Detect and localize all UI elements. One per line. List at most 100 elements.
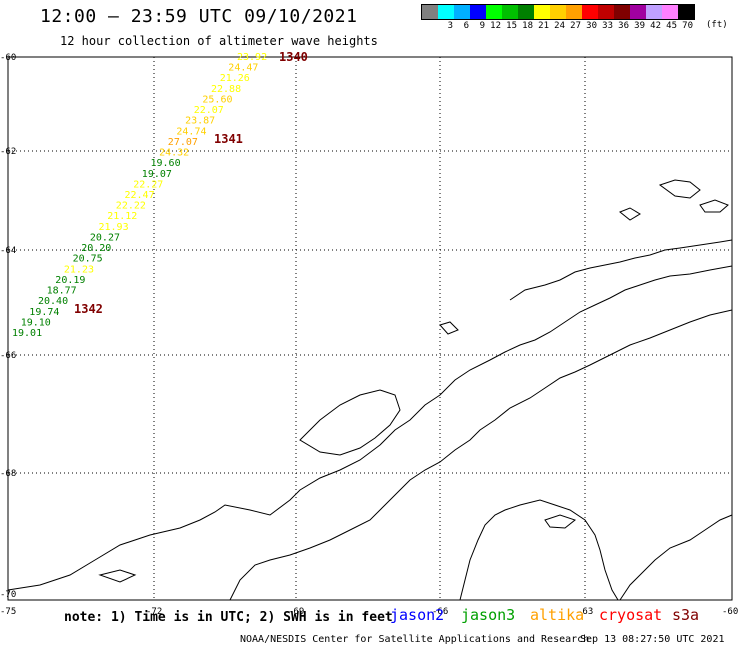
wave-reading: 22.22 bbox=[116, 201, 146, 212]
antarctic-peninsula-coast bbox=[7, 265, 733, 591]
wave-reading: 22.07 bbox=[194, 105, 224, 116]
south-shetland-islands bbox=[509, 239, 733, 301]
scale-label: 3 bbox=[447, 21, 453, 31]
pass-label: 1342 bbox=[74, 302, 103, 316]
scale-label: 45 bbox=[666, 21, 677, 31]
scale-label: 36 bbox=[618, 21, 629, 31]
scale-swatch bbox=[678, 5, 694, 19]
scale-swatch bbox=[486, 5, 502, 19]
lon-label: -75 bbox=[0, 607, 16, 617]
pass-labels: 1340 1341 1342 bbox=[74, 50, 308, 316]
wave-reading: 21.26 bbox=[220, 73, 250, 84]
scale-swatch bbox=[598, 5, 614, 19]
note-text: note: 1) Time is in UTC; 2) SWH is in fe… bbox=[64, 610, 393, 625]
wave-reading: 25.60 bbox=[202, 95, 232, 106]
lon-label: -69 bbox=[288, 607, 304, 617]
legend-altika: altika bbox=[530, 606, 585, 624]
island bbox=[439, 321, 459, 335]
wave-reading: 21.12 bbox=[107, 211, 137, 222]
wave-reading: 21.23 bbox=[64, 264, 94, 275]
lon-label: -60 bbox=[722, 607, 738, 617]
wave-reading: 23.92 bbox=[237, 52, 267, 63]
lon-label: -66 bbox=[432, 607, 448, 617]
color-scale-swatches bbox=[421, 4, 695, 20]
lon-label: -72 bbox=[146, 607, 162, 617]
wave-reading: 19.10 bbox=[21, 317, 51, 328]
peninsula-inner-coast bbox=[229, 309, 733, 601]
scale-swatch bbox=[470, 5, 486, 19]
scale-label: 15 bbox=[506, 21, 517, 31]
scale-swatch bbox=[646, 5, 662, 19]
lon-label: -63 bbox=[577, 607, 593, 617]
scale-swatch bbox=[518, 5, 534, 19]
scale-swatch bbox=[662, 5, 678, 19]
scale-label: 18 bbox=[522, 21, 533, 31]
scale-swatch bbox=[582, 5, 598, 19]
pass-label: 1340 bbox=[279, 50, 308, 64]
lat-label: -62 bbox=[0, 147, 16, 157]
credit-text: NOAA/NESDIS Center for Satellite Applica… bbox=[240, 634, 590, 645]
scale-label: 12 bbox=[490, 21, 501, 31]
scale-label: 24 bbox=[554, 21, 565, 31]
scale-swatch bbox=[422, 5, 438, 19]
lat-label: -60 bbox=[0, 53, 16, 63]
wave-reading: 20.20 bbox=[81, 243, 111, 254]
scale-swatch bbox=[614, 5, 630, 19]
map-subtitle: 12 hour collection of altimeter wave hei… bbox=[60, 34, 378, 48]
scale-label: 42 bbox=[650, 21, 661, 31]
wave-reading: 19.07 bbox=[142, 169, 172, 180]
coastlines bbox=[7, 179, 733, 601]
scale-label: 30 bbox=[586, 21, 597, 31]
lat-label: -66 bbox=[0, 351, 16, 361]
scale-label: 9 bbox=[479, 21, 485, 31]
wave-reading: 20.19 bbox=[55, 275, 85, 286]
wave-reading: 19.74 bbox=[29, 307, 59, 318]
weddell-coast bbox=[459, 499, 619, 601]
lat-label: -70 bbox=[0, 590, 16, 600]
island bbox=[98, 569, 137, 583]
scale-label: 21 bbox=[538, 21, 549, 31]
legend-jason2: jason2 bbox=[390, 606, 445, 624]
island-cluster bbox=[658, 179, 701, 199]
scale-swatch bbox=[502, 5, 518, 19]
latitude-labels: -60 -62 -64 -66 -68 -70 bbox=[0, 53, 16, 600]
scale-label: 33 bbox=[602, 21, 613, 31]
map-frame bbox=[7, 56, 733, 601]
wave-reading: 21.93 bbox=[99, 222, 129, 233]
scale-swatch bbox=[438, 5, 454, 19]
wave-reading: 22.47 bbox=[125, 190, 155, 201]
wave-reading: 19.60 bbox=[151, 158, 181, 169]
wave-reading: 22.27 bbox=[133, 179, 163, 190]
scale-swatch bbox=[630, 5, 646, 19]
wave-reading: 19.01 bbox=[12, 328, 42, 339]
wave-reading: 24.74 bbox=[176, 126, 206, 137]
wave-reading: 23.87 bbox=[185, 116, 215, 127]
generated-timestamp: Sep 13 08:27:50 UTC 2021 bbox=[580, 634, 725, 645]
legend-jason3: jason3 bbox=[461, 606, 516, 624]
island-cluster bbox=[699, 199, 729, 213]
wave-reading: 20.27 bbox=[90, 233, 120, 244]
lat-label: -68 bbox=[0, 469, 16, 479]
wave-reading: 20.40 bbox=[38, 296, 68, 307]
wave-reading: 24.32 bbox=[159, 148, 189, 159]
scale-label: 39 bbox=[634, 21, 645, 31]
scale-label: 27 bbox=[570, 21, 581, 31]
graticule bbox=[8, 57, 732, 600]
wave-reading: 20.75 bbox=[73, 254, 103, 265]
wave-reading: 27.07 bbox=[168, 137, 198, 148]
lat-label: -64 bbox=[0, 246, 16, 256]
color-scale-unit: (ft) bbox=[706, 20, 728, 30]
color-scale-labels: 3 6 9 12 15 18 21 24 27 30 33 36 39 42 45 70 bbox=[421, 21, 695, 31]
wave-height-readings: 23.9224.4721.2622.8825.6022.0723.8724.74… bbox=[12, 52, 267, 339]
legend-s3a: s3a bbox=[672, 606, 700, 624]
wave-height-color-scale: 3 6 9 12 15 18 21 24 27 30 33 36 39 42 45 70 bbox=[421, 4, 695, 31]
scale-swatch bbox=[534, 5, 550, 19]
island bbox=[544, 514, 577, 529]
scale-swatch bbox=[550, 5, 566, 19]
scale-label: 6 bbox=[463, 21, 469, 31]
map-title: 12:00 – 23:59 UTC 09/10/2021 bbox=[40, 6, 358, 27]
pass-label: 1341 bbox=[214, 132, 243, 146]
island-cluster bbox=[619, 207, 641, 221]
wave-reading: 22.88 bbox=[211, 84, 241, 95]
longitude-labels: -75 -72 -69 -66 -63 -60 bbox=[0, 607, 738, 617]
